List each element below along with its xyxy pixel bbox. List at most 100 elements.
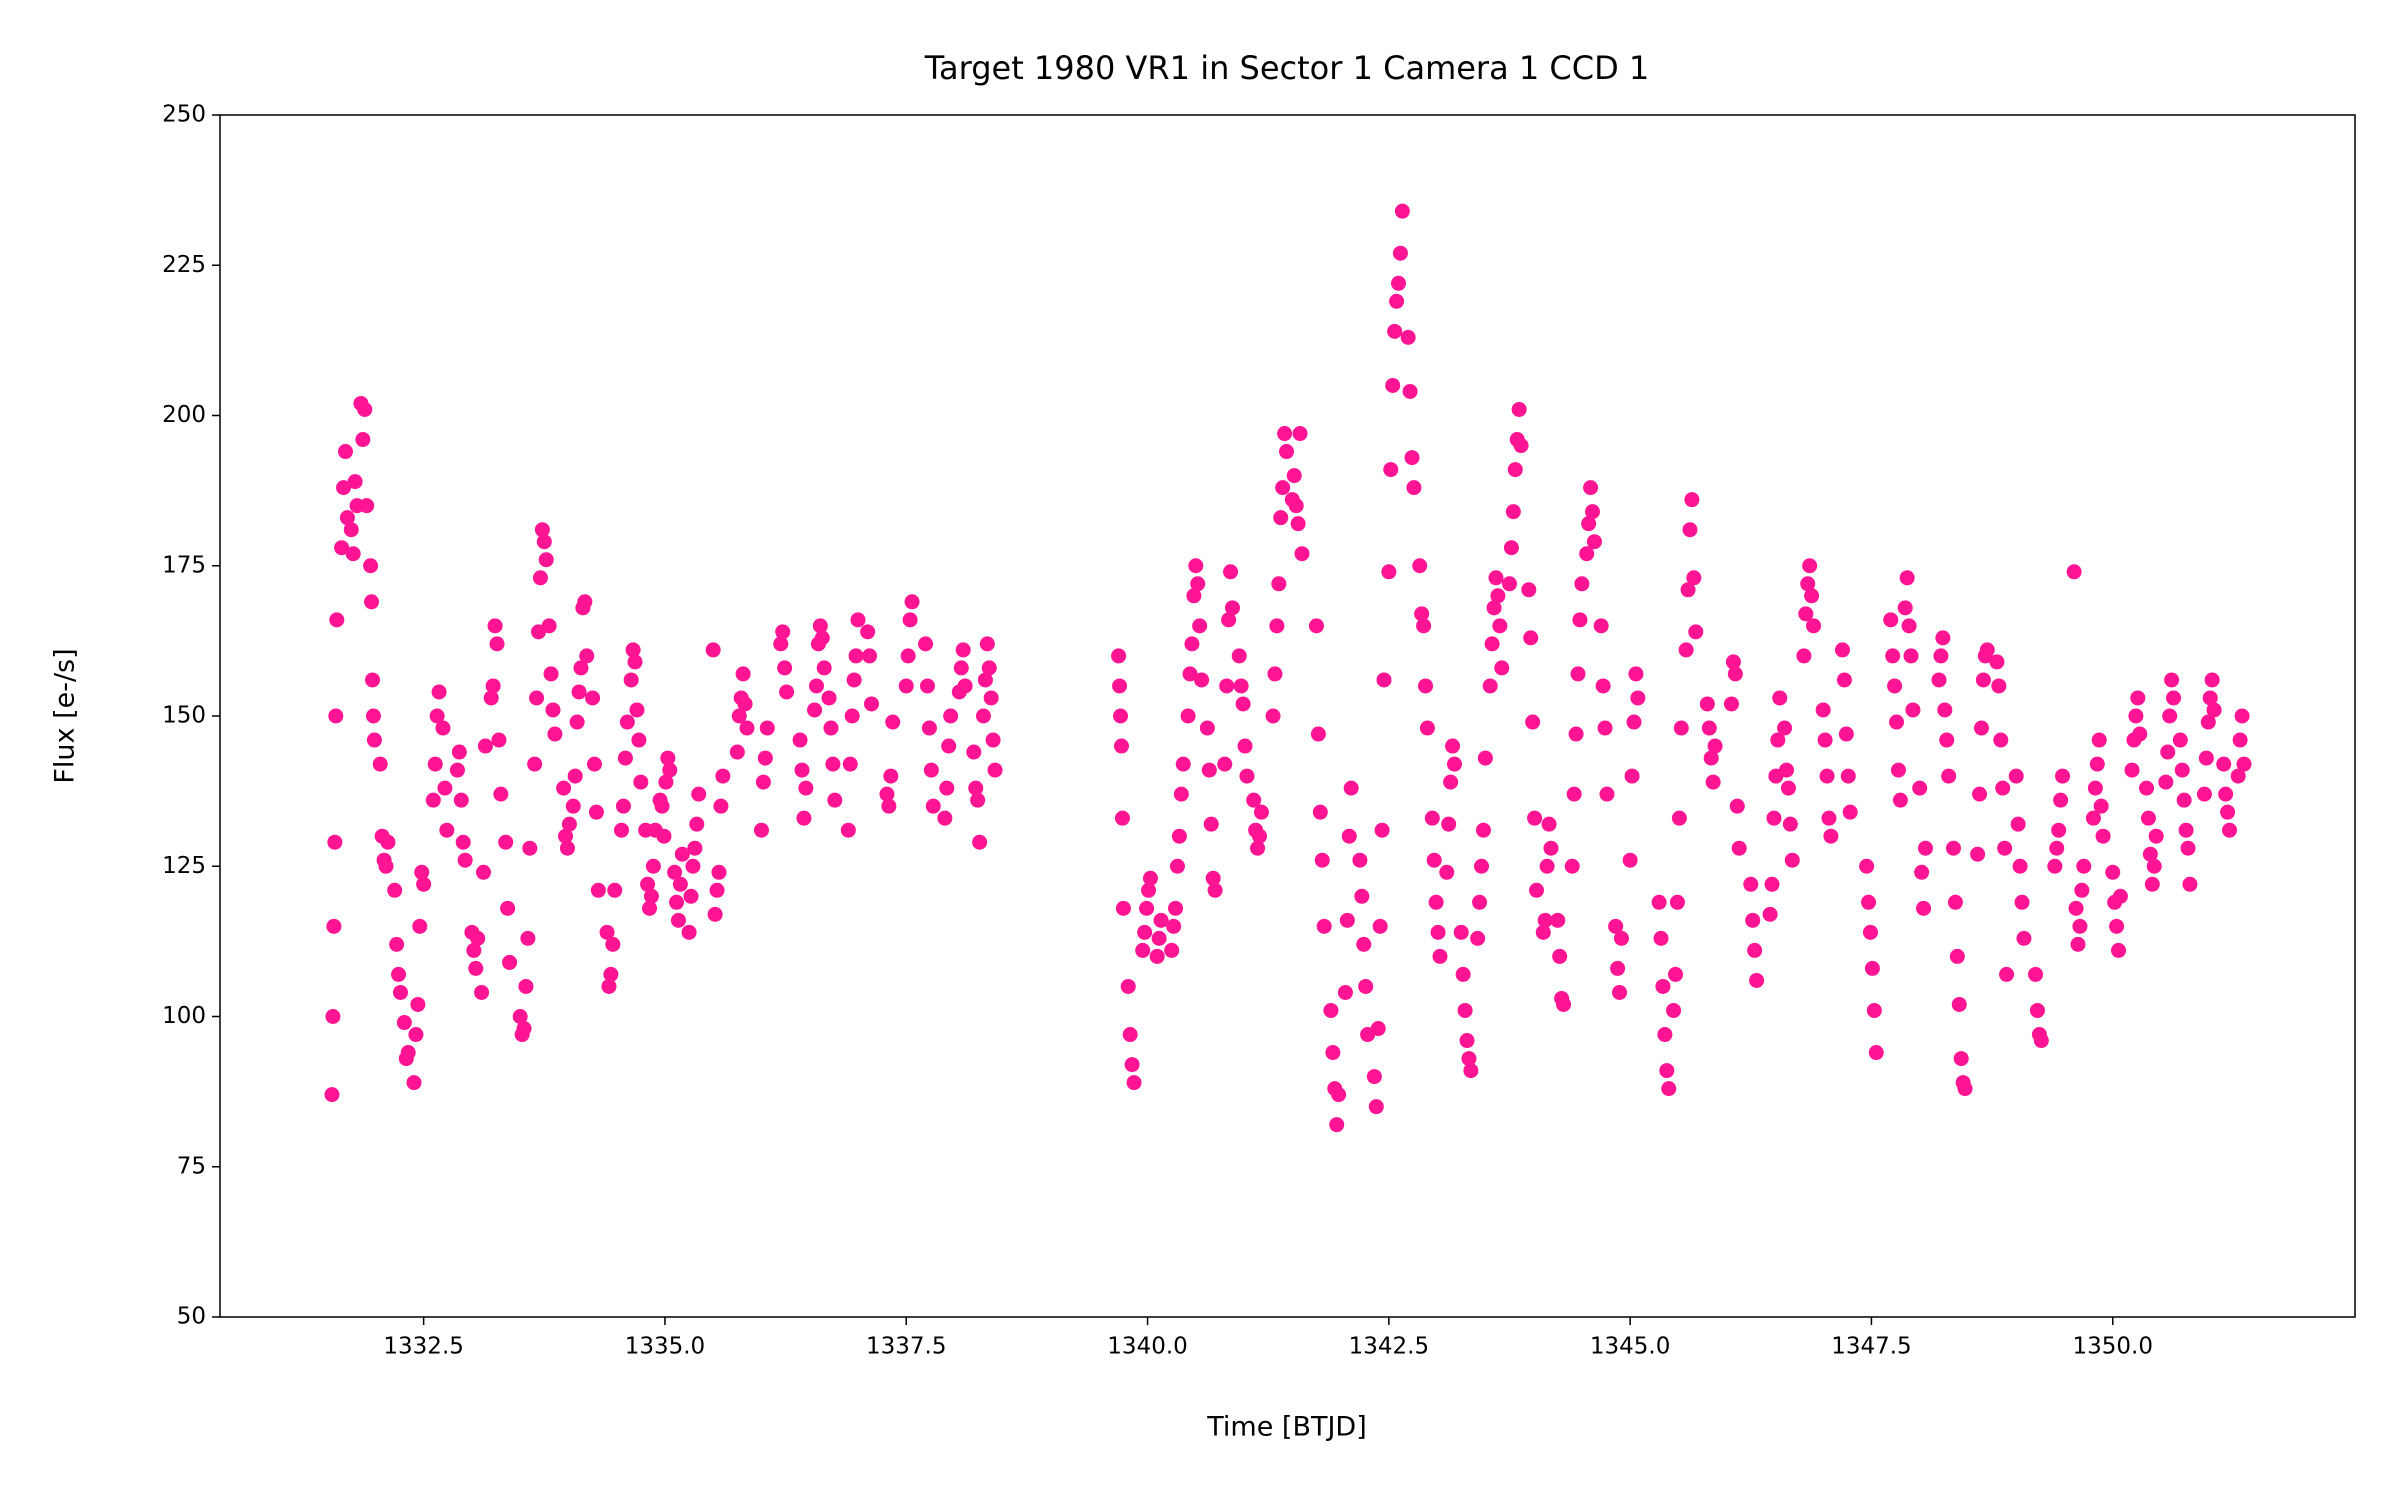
data-point	[1701, 720, 1717, 736]
data-point	[2033, 1033, 2049, 1049]
data-point	[1392, 245, 1408, 261]
data-point	[1325, 1045, 1341, 1061]
data-point	[1494, 660, 1510, 676]
data-point	[755, 774, 771, 790]
data-point	[807, 702, 823, 718]
data-point	[862, 648, 878, 664]
data-point	[1331, 1087, 1347, 1103]
data-point	[599, 924, 615, 940]
data-point	[536, 534, 552, 550]
data-point	[585, 690, 601, 706]
data-point	[1798, 606, 1814, 622]
data-point	[904, 594, 920, 610]
data-point	[902, 612, 918, 628]
data-point	[1486, 600, 1502, 616]
data-point	[1581, 516, 1597, 532]
data-point	[2111, 942, 2127, 958]
data-point	[2234, 708, 2250, 724]
data-point	[1686, 570, 1702, 586]
data-point	[939, 780, 955, 796]
data-point	[1406, 480, 1422, 496]
data-point	[2076, 858, 2092, 874]
data-point	[406, 1075, 422, 1091]
data-point	[1113, 708, 1129, 724]
data-point	[1817, 732, 1833, 748]
data-point	[1199, 720, 1215, 736]
data-point	[516, 1021, 532, 1037]
data-point	[1991, 678, 2007, 694]
data-point	[669, 894, 685, 910]
data-point	[1529, 882, 1545, 898]
data-point	[627, 654, 643, 670]
data-point	[1169, 858, 1185, 874]
data-point	[1914, 864, 1930, 880]
data-point	[729, 744, 745, 760]
data-point	[1666, 1002, 1682, 1018]
data-point	[427, 756, 443, 772]
data-point	[2012, 858, 2028, 874]
data-point	[1356, 936, 1372, 952]
data-point	[1678, 642, 1694, 658]
data-point	[2144, 876, 2160, 892]
data-point	[470, 930, 486, 946]
data-point	[565, 798, 581, 814]
data-point	[816, 660, 832, 676]
data-point	[2162, 708, 2178, 724]
data-point	[685, 858, 701, 874]
data-point	[573, 660, 589, 676]
data-point	[623, 672, 639, 688]
data-point	[2055, 768, 2071, 784]
data-point	[391, 966, 407, 982]
data-point	[792, 732, 808, 748]
data-point	[1727, 666, 1743, 682]
data-point	[569, 714, 585, 730]
data-point	[2164, 672, 2180, 688]
data-point	[2220, 804, 2236, 820]
data-point	[941, 738, 957, 754]
data-point	[1995, 780, 2011, 796]
y-tick-label: 150	[162, 703, 206, 729]
data-point	[1203, 816, 1219, 832]
data-point	[1917, 840, 1933, 856]
data-point	[571, 684, 587, 700]
data-point	[631, 732, 647, 748]
data-point	[491, 732, 507, 748]
data-point	[955, 642, 971, 658]
data-point	[1463, 1063, 1479, 1079]
data-point	[773, 636, 789, 652]
data-point	[601, 978, 617, 994]
data-point	[1135, 942, 1151, 958]
data-point	[1905, 702, 1921, 718]
data-point	[1354, 888, 1370, 904]
data-point	[975, 708, 991, 724]
data-point	[498, 834, 514, 850]
data-point	[898, 678, 914, 694]
data-point	[567, 768, 583, 784]
data-point	[983, 690, 999, 706]
data-point	[2166, 690, 2182, 706]
data-point	[1412, 558, 1428, 574]
data-point	[1997, 840, 2013, 856]
data-point	[1404, 450, 1420, 466]
data-point	[1566, 786, 1582, 802]
data-point	[487, 618, 503, 634]
data-point	[850, 612, 866, 628]
data-point	[1166, 918, 1182, 934]
data-point	[1651, 894, 1667, 910]
data-point	[590, 882, 606, 898]
data-point	[1864, 960, 1880, 976]
data-point	[1513, 438, 1529, 454]
data-point	[900, 648, 916, 664]
data-point	[1231, 648, 1247, 664]
data-point	[1970, 846, 1986, 862]
data-point	[977, 672, 993, 688]
data-point	[1279, 444, 1295, 460]
data-point	[625, 642, 641, 658]
data-point	[1762, 906, 1778, 922]
data-point	[1416, 618, 1432, 634]
data-point	[1292, 426, 1308, 442]
data-point	[1653, 930, 1669, 946]
data-point	[1682, 522, 1698, 538]
data-point	[1164, 942, 1180, 958]
data-point	[1288, 498, 1304, 514]
